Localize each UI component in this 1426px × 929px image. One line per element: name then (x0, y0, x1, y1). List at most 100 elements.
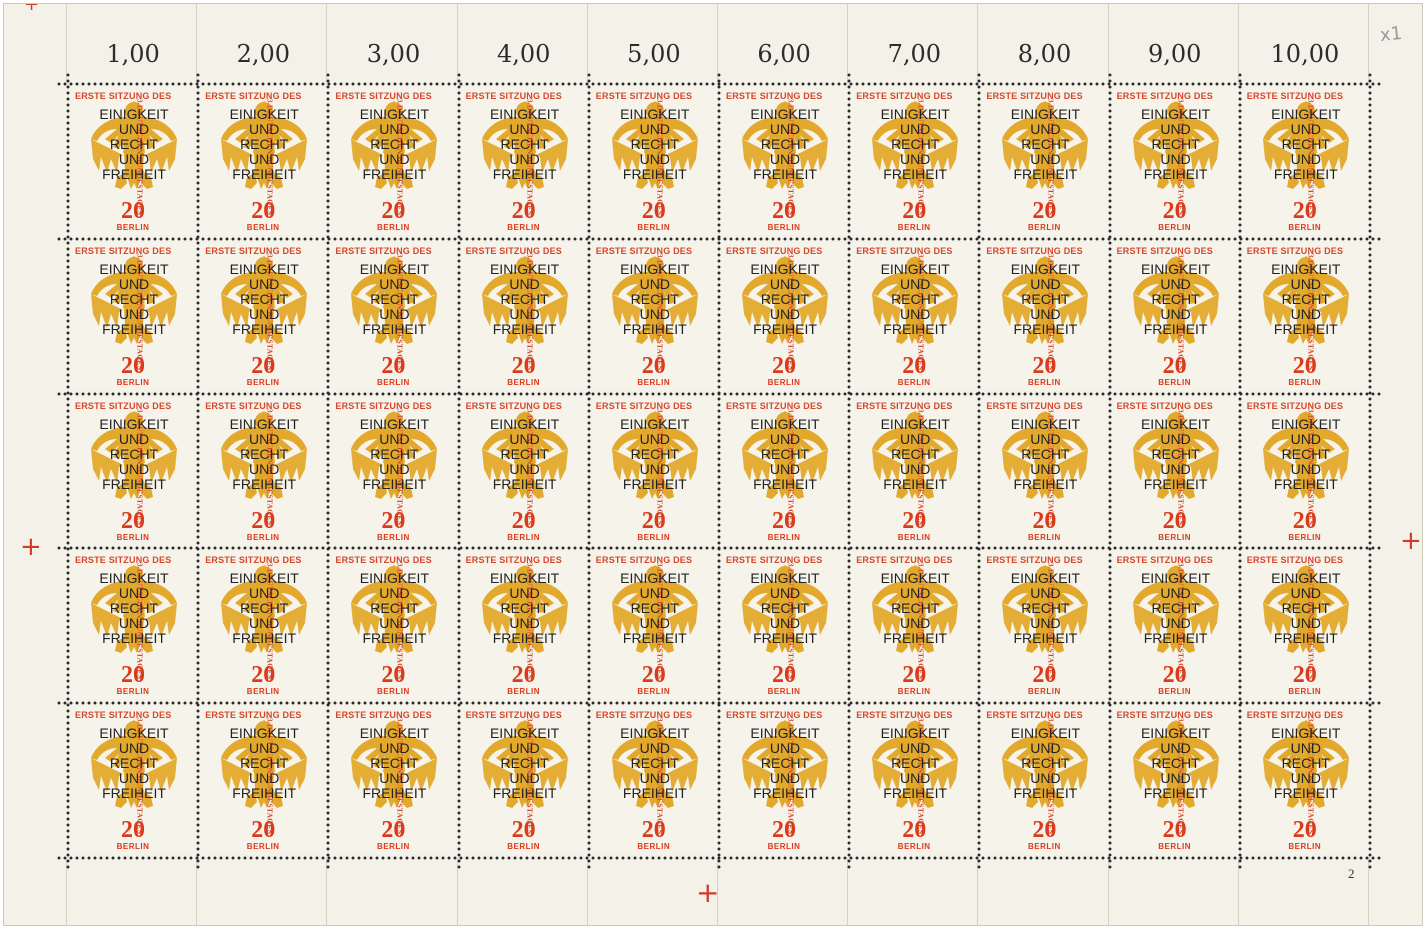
margin-gutter-line (66, 4, 67, 84)
stamp-motto: EINIGKEIT UND RECHT UND FREIHEIT (79, 416, 189, 492)
stamp-denomination: 20 (251, 662, 276, 689)
motto-line: FREIHEIT (622, 475, 687, 492)
eagle-icon (351, 565, 438, 654)
stamp-denomination: 20 (772, 352, 796, 379)
stamp: ERSTE SITZUNG DES 3.DEUTSCHEN BUNDESTAGES… (461, 87, 586, 235)
eagle-icon (351, 101, 438, 189)
motto-line: EINIGKEIT (489, 570, 560, 587)
eagle-icon (1002, 101, 1089, 189)
motto-line: RECHT (370, 136, 419, 152)
stamp-top-text: ERSTE SITZUNG DES (595, 91, 693, 101)
stamp-denomination: 20 (641, 352, 666, 379)
motto-line: UND (379, 615, 410, 632)
stamp-place: BERLIN (767, 223, 801, 232)
motto-line: EINIGKEIT (620, 725, 690, 742)
stamp-top-text: ERSTE SITZUNG DES (856, 555, 953, 566)
stamp-top-text: ERSTE SITZUNG DES (726, 710, 823, 721)
motto-line: UND (509, 121, 540, 137)
stamp-denomination: 20 (1032, 507, 1057, 534)
motto-line: FREIHEIT (1273, 320, 1338, 337)
stamp-denomination: 20 (772, 817, 796, 844)
motto-line: UND (379, 460, 410, 477)
eagle-icon (611, 410, 698, 499)
stamp-place: BERLIN (116, 532, 150, 542)
registration-cross-bottom: + (696, 876, 720, 909)
motto-line: UND (639, 305, 670, 322)
motto-line: EINIGKEIT (229, 415, 299, 432)
stamp: ERSTE SITZUNG DES 3.DEUTSCHEN BUNDESTAGES… (852, 551, 977, 700)
motto-line: UND (1290, 585, 1321, 602)
stamp-top-text: ERSTE SITZUNG DES (205, 710, 302, 721)
motto-line: FREIHEIT (362, 166, 427, 182)
motto-line: FREIHEIT (883, 320, 948, 337)
stamp-motto: EINIGKEIT UND RECHT UND FREIHEIT (730, 416, 840, 492)
stamp-place: BERLIN (116, 377, 150, 387)
motto-line: UND (249, 305, 280, 322)
motto-line: UND (639, 740, 670, 757)
motto-line: RECHT (370, 445, 419, 462)
motto-line: UND (1030, 460, 1061, 477)
stamp: ERSTE SITZUNG DES 3.DEUTSCHEN BUNDESTAGES… (982, 87, 1107, 235)
stamp-motto: EINIGKEIT UND RECHT UND FREIHEIT (1121, 571, 1231, 646)
eagle-icon (1002, 720, 1089, 809)
motto-line: UND (509, 460, 540, 477)
eagle-icon (91, 410, 177, 499)
motto-line: UND (118, 430, 150, 447)
eagle-icon (611, 255, 698, 344)
motto-line: RECHT (240, 445, 289, 462)
stamp-denomination: 20 (511, 352, 536, 379)
stamp: ERSTE SITZUNG DES 3.DEUTSCHEN BUNDESTAGES… (1242, 241, 1367, 390)
stamp-denomination: 20 (641, 662, 666, 689)
motto-line: UND (509, 585, 540, 602)
margin-gutter-line (1107, 858, 1109, 925)
margin-gutter-line (66, 858, 67, 925)
stamp-denomination: 20 (511, 817, 536, 844)
motto-line: EINIGKEIT (1271, 260, 1341, 277)
stamp-motto: EINIGKEIT UND RECHT UND FREIHEIT (1121, 107, 1231, 182)
motto-line: UND (900, 740, 931, 757)
stamp-motto: EINIGKEIT UND RECHT UND FREIHEIT (79, 726, 189, 801)
stamp-place: BERLIN (507, 223, 540, 232)
motto-line: EINIGKEIT (1140, 415, 1211, 432)
motto-line: FREIHEIT (232, 475, 297, 492)
motto-line: RECHT (630, 136, 679, 152)
stamp: ERSTE SITZUNG DES 3.DEUTSCHEN BUNDESTAGES… (982, 706, 1107, 855)
eagle-icon (742, 410, 828, 499)
eagle-icon (481, 720, 568, 809)
stamp-motto: EINIGKEIT UND RECHT UND FREIHEIT (600, 416, 710, 492)
motto-line: FREIHEIT (232, 630, 297, 647)
motto-line: EINIGKEIT (1010, 725, 1080, 742)
motto-line: FREIHEIT (102, 785, 166, 802)
stamp-motto: EINIGKEIT UND RECHT UND FREIHEIT (339, 571, 449, 646)
stamp-denomination: 20 (1292, 507, 1317, 534)
stamp-place: BERLIN (507, 377, 540, 387)
stamp: ERSTE SITZUNG DES 3.DEUTSCHEN BUNDESTAGES… (331, 706, 456, 855)
stamp-denomination: 20 (381, 198, 406, 224)
stamp-top-text: ERSTE SITZUNG DES (465, 710, 563, 721)
stamp-denomination: 20 (641, 198, 666, 224)
motto-line: EINIGKEIT (489, 106, 560, 122)
motto-line: EINIGKEIT (1271, 570, 1341, 587)
stamp-denomination: 20 (902, 352, 927, 379)
stamp-motto: EINIGKEIT UND RECHT UND FREIHEIT (730, 107, 840, 182)
motto-line: RECHT (891, 600, 940, 617)
eagle-icon (1002, 255, 1089, 344)
motto-line: UND (1160, 740, 1191, 757)
stamp-top-text: ERSTE SITZUNG DES (856, 245, 953, 256)
stamp-top-text: ERSTE SITZUNG DES (75, 245, 172, 256)
motto-line: UND (249, 151, 280, 167)
margin-gutter-line (456, 858, 458, 925)
stamp: ERSTE SITZUNG DES 3.DEUTSCHEN BUNDESTAGES… (852, 87, 977, 235)
stamp: ERSTE SITZUNG DES 3.DEUTSCHEN BUNDESTAGES… (461, 241, 586, 390)
column-value-label: 2,00 (236, 40, 291, 68)
stamp: ERSTE SITZUNG DES 3.DEUTSCHEN BUNDESTAGES… (722, 87, 846, 235)
stamp-denomination: 20 (902, 817, 927, 844)
stamp-motto: EINIGKEIT UND RECHT UND FREIHEIT (79, 571, 189, 646)
motto-line: UND (1160, 151, 1191, 167)
eagle-icon (91, 565, 177, 654)
stamp-place: BERLIN (637, 842, 671, 852)
motto-line: EINIGKEIT (1010, 570, 1080, 587)
stamp-motto: EINIGKEIT UND RECHT UND FREIHEIT (470, 571, 580, 646)
stamp: ERSTE SITZUNG DES 3.DEUTSCHEN BUNDESTAGES… (722, 241, 846, 390)
stamp-motto: EINIGKEIT UND RECHT UND FREIHEIT (1251, 571, 1361, 646)
